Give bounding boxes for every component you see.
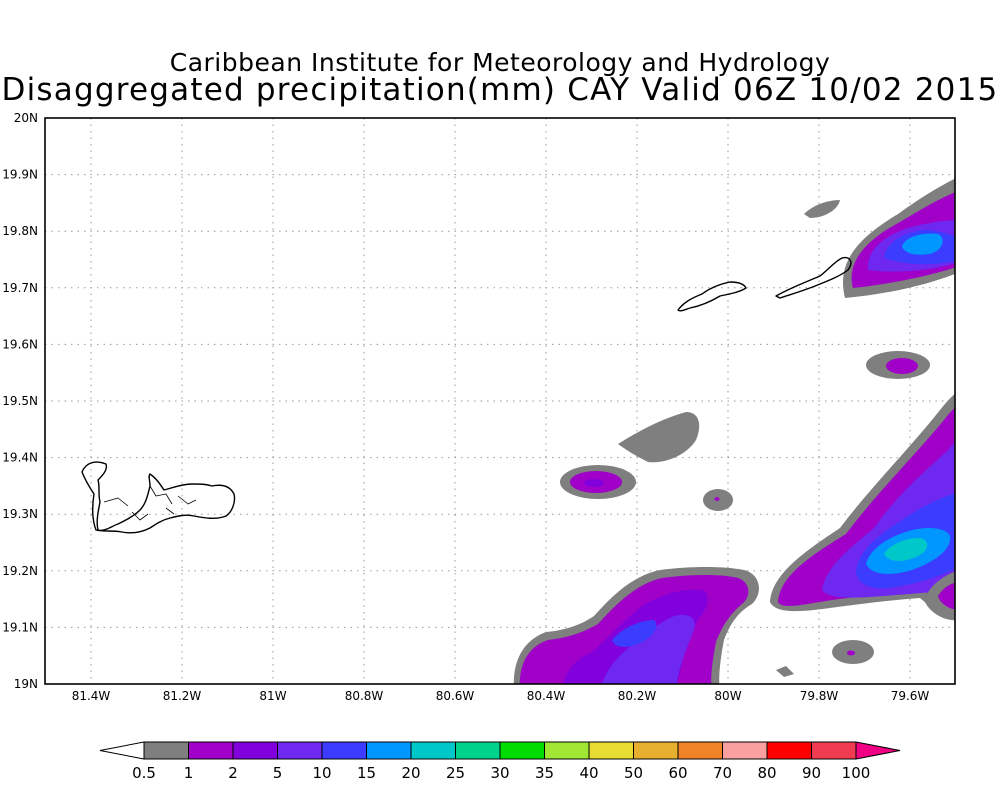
latitude-tick-label: 19.7N bbox=[2, 281, 38, 295]
longitude-tick-label: 80W bbox=[714, 689, 741, 703]
longitude-tick-label: 80.6W bbox=[436, 689, 475, 703]
colorbar-tick-label: 0.5 bbox=[132, 764, 156, 782]
longitude-tick-label: 80.8W bbox=[345, 689, 384, 703]
grand-cayman-outline bbox=[81, 461, 236, 534]
colorbar-tick-label: 90 bbox=[802, 764, 821, 782]
precip-area-violet bbox=[584, 479, 604, 487]
latitude-tick-label: 19.9N bbox=[2, 168, 38, 182]
map-frame bbox=[44, 117, 956, 685]
colorbar-swatch bbox=[766, 741, 812, 760]
colorbar-swatch bbox=[366, 741, 412, 760]
precip-area-gray bbox=[804, 200, 840, 218]
precip-area-cyan bbox=[884, 538, 928, 561]
colorbar-tick-label: 20 bbox=[401, 764, 420, 782]
precipitation-shading bbox=[513, 178, 955, 684]
precip-area-purple bbox=[886, 358, 918, 374]
latitude-tick-label: 19N bbox=[14, 677, 38, 691]
longitude-tick-label: 81.4W bbox=[72, 689, 111, 703]
latitude-tick-label: 19.1N bbox=[2, 620, 38, 634]
latitude-tick-label: 19.2N bbox=[2, 564, 38, 578]
longitude-labels: 81.4W 81.2W 81W 80.8W 80.6W 80.4W 80.2W 80W 79.8… bbox=[72, 689, 930, 703]
precip-area-purple bbox=[714, 497, 720, 501]
latitude-tick-label: 19.5N bbox=[2, 394, 38, 408]
colorbar-tick-label: 15 bbox=[357, 764, 376, 782]
colorbar-swatch bbox=[455, 741, 501, 760]
precip-area-purple bbox=[847, 650, 855, 656]
colorbar-tick-label: 5 bbox=[273, 764, 283, 782]
latitude-tick-label: 19.4N bbox=[2, 451, 38, 465]
longitude-tick-label: 81W bbox=[259, 689, 286, 703]
latitude-labels: 19N 19.1N 19.2N 19.3N 19.4N 19.5N 19.6N 19.7N 19… bbox=[2, 111, 38, 691]
precip-area-gray bbox=[618, 412, 700, 463]
colorbar-swatch bbox=[410, 741, 456, 760]
colorbar-tick-label: 70 bbox=[713, 764, 732, 782]
colorbar-swatch bbox=[143, 741, 189, 760]
colorbar-over-triangle bbox=[855, 741, 901, 760]
colorbar-tick-label: 35 bbox=[535, 764, 554, 782]
colorbar: 0.5 1 2 5 10 15 20 25 30 35 40 50 60 70 80 90 100 bbox=[99, 741, 901, 782]
colorbar-swatch bbox=[811, 741, 857, 760]
little-cayman-outline bbox=[677, 281, 747, 312]
colorbar-swatch bbox=[321, 741, 367, 760]
grand-cayman-district-lines bbox=[103, 485, 197, 521]
latitude-tick-label: 19.8N bbox=[2, 224, 38, 238]
coastlines bbox=[81, 256, 852, 534]
colorbar-swatch bbox=[277, 741, 323, 760]
precip-area-gray bbox=[776, 666, 794, 677]
longitude-tick-label: 80.2W bbox=[618, 689, 657, 703]
colorbar-tick-label: 40 bbox=[579, 764, 598, 782]
colorbar-swatch bbox=[677, 741, 723, 760]
colorbar-swatch bbox=[588, 741, 634, 760]
latitude-tick-label: 19.3N bbox=[2, 507, 38, 521]
longitude-tick-label: 81.2W bbox=[163, 689, 202, 703]
colorbar-tick-label: 2 bbox=[228, 764, 238, 782]
colorbar-tick-label: 10 bbox=[312, 764, 331, 782]
longitude-tick-label: 79.6W bbox=[891, 689, 930, 703]
longitude-tick-label: 79.8W bbox=[800, 689, 839, 703]
longitude-tick-label: 80.4W bbox=[527, 689, 566, 703]
colorbar-swatch bbox=[232, 741, 278, 760]
colorbar-tick-label: 60 bbox=[668, 764, 687, 782]
precip-area-blue bbox=[601, 614, 695, 684]
colorbar-under-triangle bbox=[99, 741, 145, 760]
latitude-tick-label: 20N bbox=[14, 111, 38, 125]
colorbar-tick-label: 25 bbox=[446, 764, 465, 782]
cayman-brac-outline bbox=[775, 256, 852, 299]
precip-area-blue bbox=[612, 620, 657, 647]
colorbar-tick-label: 50 bbox=[624, 764, 643, 782]
figure-title-institute: Caribbean Institute for Meteorology and … bbox=[169, 48, 831, 77]
precip-area-purple bbox=[938, 582, 955, 610]
colorbar-swatch bbox=[188, 741, 234, 760]
figure-title-product: Disaggregated precipitation(mm) CAY Vali… bbox=[1, 72, 999, 108]
graticule bbox=[45, 118, 955, 684]
colorbar-tick-label: 100 bbox=[842, 764, 871, 782]
colorbar-tick-label: 1 bbox=[184, 764, 194, 782]
colorbar-swatch bbox=[499, 741, 545, 760]
colorbar-tick-label: 30 bbox=[490, 764, 509, 782]
colorbar-swatch bbox=[544, 741, 590, 760]
colorbar-tick-label: 80 bbox=[757, 764, 776, 782]
precip-area-lightblue bbox=[902, 233, 943, 255]
latitude-tick-label: 19.6N bbox=[2, 337, 38, 351]
colorbar-swatch bbox=[722, 741, 768, 760]
colorbar-swatch bbox=[633, 741, 679, 760]
